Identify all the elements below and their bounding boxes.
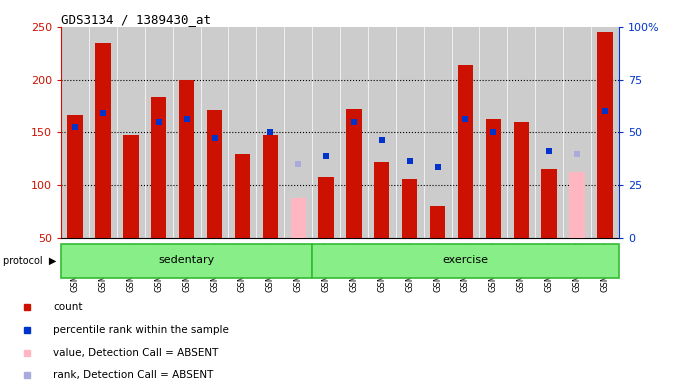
Bar (563, 27, 591, 238)
Text: count: count (54, 302, 83, 312)
Bar (541, 169, 557, 238)
Bar (228, 27, 256, 238)
Bar (312, 244, 619, 278)
Text: percentile rank within the sample: percentile rank within the sample (54, 325, 229, 335)
Bar (256, 27, 284, 238)
Bar (61, 27, 89, 238)
Bar (340, 27, 368, 238)
Bar (61, 244, 312, 278)
Bar (452, 27, 479, 238)
Text: protocol  ▶: protocol ▶ (3, 256, 56, 266)
Text: exercise: exercise (443, 255, 488, 265)
Bar (67, 114, 83, 238)
Bar (201, 27, 228, 238)
Bar (368, 27, 396, 238)
Bar (597, 32, 613, 238)
Bar (486, 119, 501, 238)
Bar (374, 162, 390, 238)
Bar (430, 207, 445, 238)
Bar (207, 110, 222, 238)
Bar (95, 43, 111, 238)
Bar (145, 27, 173, 238)
Bar (458, 65, 473, 238)
Text: sedentary: sedentary (158, 255, 215, 265)
Bar (179, 79, 194, 238)
Bar (424, 27, 452, 238)
Bar (569, 172, 585, 238)
Bar (235, 154, 250, 238)
Bar (312, 27, 340, 238)
Bar (173, 27, 201, 238)
Bar (284, 27, 312, 238)
Bar (346, 109, 362, 238)
Bar (513, 122, 529, 238)
Bar (89, 27, 117, 238)
Text: rank, Detection Call = ABSENT: rank, Detection Call = ABSENT (54, 370, 214, 380)
Bar (123, 135, 139, 238)
Bar (396, 27, 424, 238)
Bar (262, 135, 278, 238)
Bar (402, 179, 418, 238)
Bar (318, 177, 334, 238)
Bar (151, 96, 167, 238)
Bar (507, 27, 535, 238)
Bar (591, 27, 619, 238)
Bar (117, 27, 145, 238)
Bar (290, 198, 306, 238)
Text: GDS3134 / 1389430_at: GDS3134 / 1389430_at (61, 13, 211, 26)
Bar (535, 27, 563, 238)
Bar (479, 27, 507, 238)
Text: value, Detection Call = ABSENT: value, Detection Call = ABSENT (54, 348, 219, 358)
